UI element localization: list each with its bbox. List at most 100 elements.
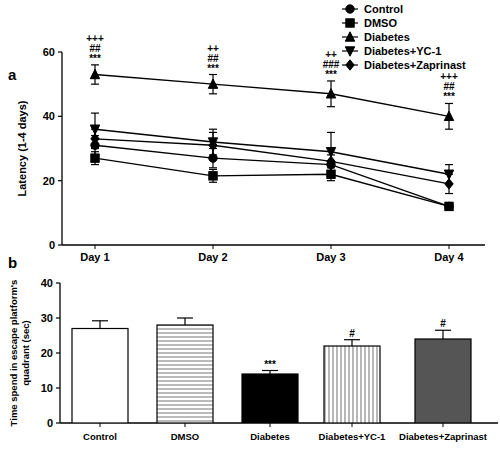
- error-cap: [209, 129, 217, 130]
- significance: ##: [89, 43, 101, 54]
- error-bar: [91, 65, 99, 84]
- error-bar: [262, 371, 278, 375]
- y-tick: [56, 422, 60, 423]
- y-tick-label: 60: [43, 46, 55, 58]
- error-cap: [445, 193, 453, 194]
- significance: #: [440, 318, 446, 329]
- marker: [345, 32, 354, 41]
- marker: [445, 202, 453, 210]
- panel-label: a: [8, 66, 17, 83]
- x-tick: [352, 423, 353, 427]
- x-tick: [449, 245, 450, 249]
- y-tick: [56, 352, 60, 353]
- marker: [445, 179, 453, 189]
- marker: [209, 172, 217, 180]
- error-cap: [177, 317, 193, 318]
- y-tick-label: 0: [49, 239, 55, 251]
- significance: ##: [443, 81, 455, 92]
- error-cap: [209, 74, 217, 75]
- error-line: [442, 330, 443, 339]
- marker: [327, 156, 335, 166]
- significance: ***: [207, 63, 219, 74]
- marker: [346, 19, 354, 27]
- error-cap: [445, 103, 453, 104]
- x-tick: [443, 423, 444, 427]
- marker: [444, 111, 453, 120]
- x-tick-label: Day 3: [316, 251, 345, 263]
- error-cap: [92, 320, 108, 321]
- y-tick-label: 40: [43, 110, 55, 122]
- error-cap: [209, 167, 217, 168]
- error-cap: [209, 158, 217, 159]
- error-cap: [327, 132, 335, 133]
- y-tick-label: 30: [41, 312, 53, 324]
- y-axis-label: quadrant (sec): [20, 320, 31, 385]
- significance: ***: [264, 359, 276, 370]
- marker: [209, 140, 217, 150]
- error-cap: [344, 339, 360, 340]
- y-tick-label: 20: [43, 175, 55, 187]
- error-cap: [327, 180, 335, 181]
- error-bar: [445, 174, 453, 193]
- bar: [415, 339, 471, 423]
- x-tick: [331, 245, 332, 249]
- x-tick-label: DMSO: [171, 431, 200, 442]
- error-bar: [209, 169, 217, 182]
- significance: ***: [325, 69, 337, 80]
- x-tick-label: Diabetes: [250, 431, 290, 442]
- error-bar: [445, 103, 453, 129]
- y-tick: [58, 180, 62, 181]
- error-cap: [435, 330, 451, 331]
- significance: ++: [325, 49, 337, 60]
- x-tick-label: Day 4: [434, 251, 464, 263]
- x-axis: [62, 244, 485, 245]
- marker: [346, 60, 354, 70]
- error-bar: [435, 330, 451, 339]
- error-cap: [327, 106, 335, 107]
- error-bar: [209, 132, 217, 158]
- marker: [91, 154, 99, 162]
- error-bar: [445, 203, 453, 209]
- error-bar: [344, 340, 360, 346]
- x-tick: [270, 423, 271, 427]
- significance: ##: [207, 53, 219, 64]
- y-tick: [56, 387, 60, 388]
- error-line: [184, 318, 185, 325]
- error-cap: [327, 148, 335, 149]
- y-tick-label: 10: [41, 382, 53, 394]
- y-tick-label: 40: [41, 277, 53, 289]
- error-cap: [209, 93, 217, 94]
- y-tick: [56, 282, 60, 283]
- error-cap: [445, 174, 453, 175]
- error-bar: [91, 113, 99, 145]
- error-cap: [327, 174, 335, 175]
- legend-label: Diabetes+Zaprinast: [364, 59, 466, 71]
- series-line: [95, 145, 449, 206]
- marker: [445, 202, 453, 210]
- x-tick: [213, 245, 214, 249]
- error-cap: [91, 129, 99, 130]
- plot-area: [72, 318, 471, 423]
- significance: ++: [207, 43, 219, 54]
- error-cap: [91, 113, 99, 114]
- error-line: [351, 340, 352, 346]
- y-axis: [61, 52, 62, 245]
- error-bar: [445, 203, 453, 209]
- bar: [157, 325, 213, 423]
- error-bar: [91, 129, 99, 148]
- plot-area: [90, 65, 453, 211]
- error-bar: [177, 318, 193, 325]
- y-tick: [56, 317, 60, 318]
- x-tick-label: Diabetes+YC-1: [319, 431, 387, 442]
- marker: [90, 69, 99, 78]
- legend-label: Diabetes: [364, 31, 410, 43]
- marker: [208, 79, 217, 88]
- legend-label: DMSO: [364, 17, 397, 29]
- error-cap: [209, 182, 217, 183]
- significance: +++: [440, 71, 458, 82]
- error-cap: [91, 64, 99, 65]
- x-tick: [100, 423, 101, 427]
- x-tick-label: Control: [83, 431, 117, 442]
- y-tick: [58, 51, 62, 52]
- series-line: [95, 158, 449, 206]
